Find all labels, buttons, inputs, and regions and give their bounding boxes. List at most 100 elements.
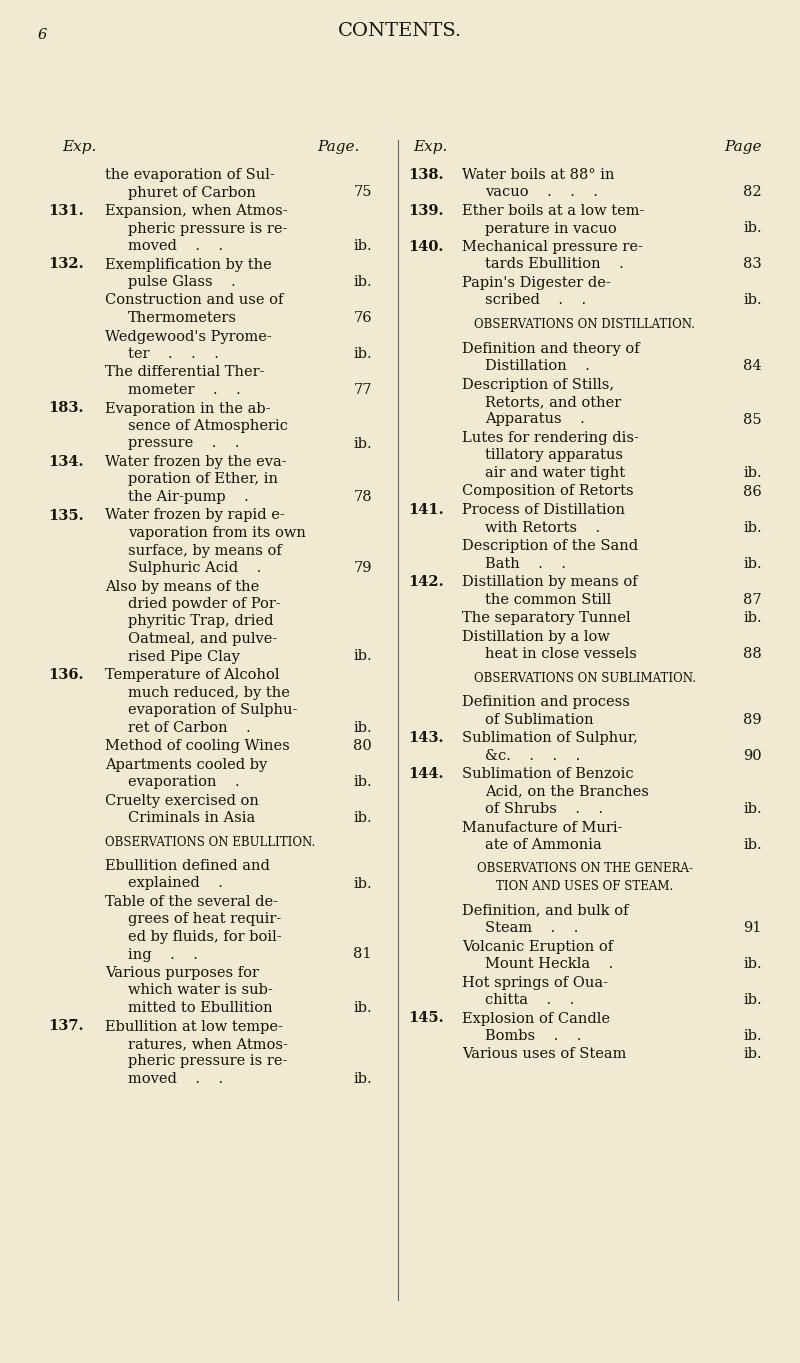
- Text: grees of heat requir-: grees of heat requir-: [128, 912, 282, 927]
- Text: 88: 88: [743, 647, 762, 661]
- Text: 76: 76: [354, 311, 372, 324]
- Text: vacuo    .    .    .: vacuo . . .: [485, 185, 598, 199]
- Text: ratures, when Atmos-: ratures, when Atmos-: [128, 1037, 288, 1051]
- Text: Distillation    .: Distillation .: [485, 358, 590, 373]
- Text: Definition and process: Definition and process: [462, 695, 630, 709]
- Text: dried powder of Por-: dried powder of Por-: [128, 597, 281, 611]
- Text: Evaporation in the ab-: Evaporation in the ab-: [105, 402, 270, 416]
- Text: Ether boils at a low tem-: Ether boils at a low tem-: [462, 204, 644, 218]
- Text: Page: Page: [725, 140, 762, 154]
- Text: ib.: ib.: [743, 222, 762, 236]
- Text: Lutes for rendering dis-: Lutes for rendering dis-: [462, 431, 639, 444]
- Text: Papin's Digester de-: Papin's Digester de-: [462, 275, 610, 290]
- Text: Retorts, and other: Retorts, and other: [485, 395, 622, 409]
- Text: ib.: ib.: [354, 876, 372, 890]
- Text: 145.: 145.: [408, 1011, 444, 1025]
- Text: Manufacture of Muri-: Manufacture of Muri-: [462, 821, 622, 834]
- Text: mitted to Ebullition: mitted to Ebullition: [128, 1000, 273, 1015]
- Text: 141.: 141.: [408, 503, 444, 517]
- Text: Oatmeal, and pulve-: Oatmeal, and pulve-: [128, 632, 278, 646]
- Text: Exp.: Exp.: [62, 140, 96, 154]
- Text: Composition of Retorts: Composition of Retorts: [462, 484, 634, 499]
- Text: ib.: ib.: [743, 521, 762, 534]
- Text: CONTENTS.: CONTENTS.: [338, 22, 462, 40]
- Text: of Shrubs    .    .: of Shrubs . .: [485, 801, 603, 816]
- Text: Ebullition defined and: Ebullition defined and: [105, 859, 270, 872]
- Text: 77: 77: [354, 383, 372, 397]
- Text: Definition, and bulk of: Definition, and bulk of: [462, 904, 629, 917]
- Text: 85: 85: [743, 413, 762, 427]
- Text: pressure    .    .: pressure . .: [128, 436, 239, 451]
- Text: ib.: ib.: [354, 1073, 372, 1086]
- Text: 131.: 131.: [48, 204, 84, 218]
- Text: Distillation by a low: Distillation by a low: [462, 630, 610, 643]
- Text: 86: 86: [743, 484, 762, 499]
- Text: 89: 89: [743, 713, 762, 726]
- Text: Also by means of the: Also by means of the: [105, 579, 259, 593]
- Text: the Air-pump    .: the Air-pump .: [128, 491, 249, 504]
- Text: 6: 6: [38, 29, 47, 42]
- Text: Various purposes for: Various purposes for: [105, 966, 259, 980]
- Text: Bombs    .    .: Bombs . .: [485, 1029, 582, 1043]
- Text: ib.: ib.: [354, 776, 372, 789]
- Text: Steam    .    .: Steam . .: [485, 921, 578, 935]
- Text: the evaporation of Sul-: the evaporation of Sul-: [105, 168, 274, 183]
- Text: ib.: ib.: [743, 293, 762, 308]
- Text: ib.: ib.: [354, 436, 372, 451]
- Text: ate of Ammonia: ate of Ammonia: [485, 838, 602, 852]
- Text: with Retorts    .: with Retorts .: [485, 521, 600, 534]
- Text: The separatory Tunnel: The separatory Tunnel: [462, 611, 630, 626]
- Text: 137.: 137.: [48, 1020, 83, 1033]
- Text: Exp.: Exp.: [413, 140, 447, 154]
- Text: which water is sub-: which water is sub-: [128, 984, 273, 998]
- Text: pheric pressure is re-: pheric pressure is re-: [128, 1055, 287, 1069]
- Text: 142.: 142.: [408, 575, 444, 589]
- Text: Thermometers: Thermometers: [128, 311, 237, 324]
- Text: of Sublimation: of Sublimation: [485, 713, 594, 726]
- Text: 135.: 135.: [48, 508, 84, 522]
- Text: phuret of Carbon: phuret of Carbon: [128, 185, 256, 199]
- Text: Acid, on the Branches: Acid, on the Branches: [485, 785, 649, 799]
- Text: Mechanical pressure re-: Mechanical pressure re-: [462, 240, 643, 254]
- Text: 81: 81: [354, 947, 372, 961]
- Text: pulse Glass    .: pulse Glass .: [128, 275, 236, 289]
- Text: 80: 80: [354, 739, 372, 752]
- Text: Description of Stills,: Description of Stills,: [462, 378, 614, 391]
- Text: surface, by means of: surface, by means of: [128, 544, 282, 557]
- Text: tards Ebullition    .: tards Ebullition .: [485, 258, 624, 271]
- Text: OBSERVATIONS ON THE GENERA-: OBSERVATIONS ON THE GENERA-: [477, 863, 693, 875]
- Text: Mount Heckla    .: Mount Heckla .: [485, 957, 614, 970]
- Text: ib.: ib.: [354, 348, 372, 361]
- Text: ib.: ib.: [743, 957, 762, 970]
- Text: ib.: ib.: [354, 811, 372, 825]
- Text: 138.: 138.: [408, 168, 443, 183]
- Text: tillatory apparatus: tillatory apparatus: [485, 448, 623, 462]
- Text: mometer    .    .: mometer . .: [128, 383, 241, 397]
- Text: 90: 90: [743, 748, 762, 762]
- Text: ib.: ib.: [354, 275, 372, 289]
- Text: Wedgewood's Pyrome-: Wedgewood's Pyrome-: [105, 330, 272, 343]
- Text: 132.: 132.: [48, 258, 84, 271]
- Text: much reduced, by the: much reduced, by the: [128, 686, 290, 699]
- Text: ib.: ib.: [354, 650, 372, 664]
- Text: ing    .    .: ing . .: [128, 947, 198, 961]
- Text: perature in vacuo: perature in vacuo: [485, 222, 617, 236]
- Text: Explosion of Candle: Explosion of Candle: [462, 1011, 610, 1025]
- Text: 82: 82: [743, 185, 762, 199]
- Text: chitta    .    .: chitta . .: [485, 994, 574, 1007]
- Text: ib.: ib.: [743, 1029, 762, 1043]
- Text: Exemplification by the: Exemplification by the: [105, 258, 272, 271]
- Text: ib.: ib.: [354, 239, 372, 254]
- Text: Water boils at 88° in: Water boils at 88° in: [462, 168, 614, 183]
- Text: Process of Distillation: Process of Distillation: [462, 503, 625, 517]
- Text: evaporation    .: evaporation .: [128, 776, 240, 789]
- Text: 78: 78: [354, 491, 372, 504]
- Text: the common Still: the common Still: [485, 593, 611, 607]
- Text: ib.: ib.: [354, 721, 372, 735]
- Text: Cruelty exercised on: Cruelty exercised on: [105, 793, 259, 807]
- Text: Construction and use of: Construction and use of: [105, 293, 283, 308]
- Text: Description of the Sand: Description of the Sand: [462, 538, 638, 553]
- Text: Ebullition at low tempe-: Ebullition at low tempe-: [105, 1020, 283, 1033]
- Text: phyritic Trap, dried: phyritic Trap, dried: [128, 615, 274, 628]
- Text: moved    .    .: moved . .: [128, 239, 223, 254]
